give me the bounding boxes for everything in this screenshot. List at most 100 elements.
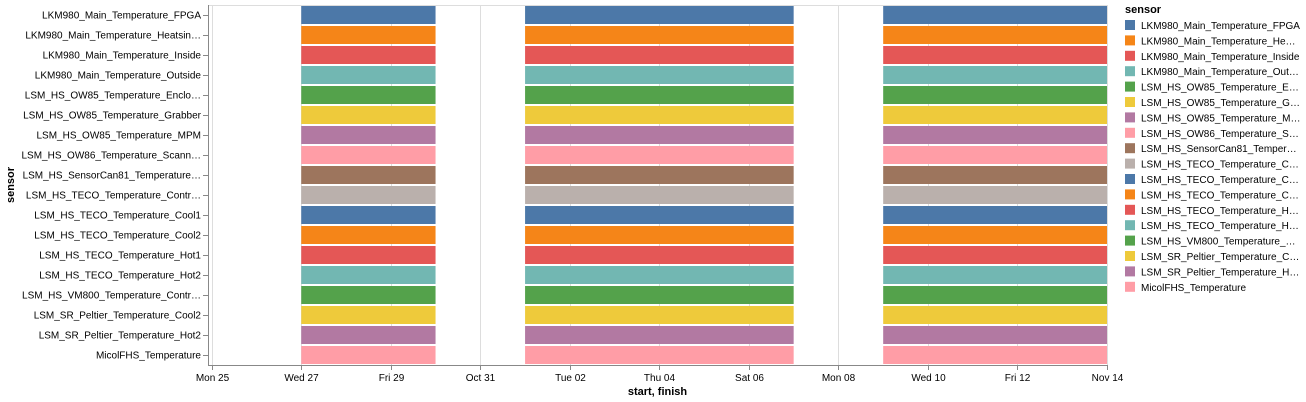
gantt-bar — [883, 206, 1107, 224]
legend-swatch — [1125, 266, 1135, 277]
legend-label: LSM_HS_OW85_Temperature_G… — [1141, 98, 1300, 109]
gantt-bar — [525, 106, 794, 124]
gantt-bar — [525, 206, 794, 224]
y-tick-label: LKM980_Main_Temperature_Outside — [35, 71, 202, 82]
gantt-bar — [525, 126, 794, 144]
gantt-bar — [525, 86, 794, 104]
gantt-bar — [301, 66, 436, 84]
gantt-bar — [525, 286, 794, 304]
y-tick-label: LKM980_Main_Temperature_FPGA — [42, 11, 201, 22]
x-tick-label: Fri 29 — [379, 373, 405, 384]
x-tick-label: Oct 31 — [466, 373, 496, 384]
x-tick-label: Thu 04 — [644, 373, 676, 384]
gantt-bar — [525, 46, 794, 64]
gantt-bar — [525, 306, 794, 324]
legend-label: LSM_HS_OW85_Temperature_E… — [1141, 83, 1299, 94]
gantt-bar — [525, 6, 794, 24]
x-tick-label: Mon 25 — [196, 373, 230, 384]
y-axis-title: sensor — [5, 166, 17, 203]
gantt-bar — [301, 46, 436, 64]
gantt-bar — [883, 46, 1107, 64]
gantt-bar — [883, 86, 1107, 104]
legend-label: LKM980_Main_Temperature_Out… — [1141, 67, 1299, 78]
gantt-bar — [525, 266, 794, 284]
legend: sensor LKM980_Main_Temperature_FPGA LKM98… — [1125, 4, 1301, 294]
gantt-bar — [883, 266, 1107, 284]
y-tick-label: LSM_HS_TECO_Temperature_Hot2 — [39, 271, 201, 282]
gantt-bar — [301, 306, 436, 324]
gantt-bar — [883, 166, 1107, 184]
legend-label: LSM_HS_SensorCan81_Temper… — [1141, 144, 1297, 155]
legend-label: LSM_HS_TECO_Temperature_C… — [1141, 175, 1299, 186]
legend-swatch — [1125, 127, 1135, 138]
y-tick-label: LSM_HS_SensorCan81_Temperature… — [23, 171, 201, 182]
legend-swatch — [1125, 35, 1135, 46]
gantt-bar — [301, 6, 436, 24]
gantt-bar — [301, 186, 436, 204]
gantt-bar — [301, 26, 436, 44]
legend-label: LSM_HS_TECO_Temperature_C… — [1141, 160, 1299, 171]
y-tick-label: LSM_HS_OW85_Temperature_MPM — [36, 131, 201, 142]
y-tick-label: LKM980_Main_Temperature_Heatsin… — [25, 31, 201, 42]
gantt-bar — [883, 286, 1107, 304]
gantt-bar — [883, 326, 1107, 344]
legend-swatch — [1125, 66, 1135, 77]
x-axis-title: start, finish — [628, 386, 688, 398]
legend-label: LSM_HS_TECO_Temperature_H… — [1141, 206, 1299, 217]
gantt-bar — [301, 326, 436, 344]
gantt-bar — [883, 226, 1107, 244]
legend-swatch — [1125, 220, 1135, 231]
gantt-bar — [883, 346, 1107, 364]
y-tick-label: LSM_HS_TECO_Temperature_Contr… — [26, 191, 201, 202]
x-tick-label: Wed 27 — [284, 373, 319, 384]
legend-swatch — [1125, 97, 1135, 107]
y-tick-label: LKM980_Main_Temperature_Inside — [43, 51, 202, 62]
gantt-bar — [883, 6, 1107, 24]
gantt-bar — [883, 66, 1107, 84]
y-tick-label: LSM_HS_OW85_Temperature_Grabber — [23, 111, 202, 122]
y-tick-label: LSM_HS_TECO_Temperature_Cool2 — [34, 231, 201, 242]
gantt-bar — [525, 26, 794, 44]
gantt-bar — [301, 126, 436, 144]
legend-label: LKM980_Main_Temperature_FPGA — [1141, 21, 1300, 32]
y-tick-label: LSM_HS_VM800_Temperature_Contr… — [22, 291, 201, 302]
gantt-bar — [883, 146, 1107, 164]
legend-swatch — [1125, 204, 1135, 215]
legend-swatch — [1125, 281, 1135, 292]
gantt-bar — [301, 266, 436, 284]
gantt-bar — [301, 346, 436, 364]
gantt-bar — [301, 246, 436, 264]
y-tick-label: LSM_HS_OW86_Temperature_Scann… — [21, 151, 201, 162]
gantt-bar — [301, 146, 436, 164]
legend-label: LSM_HS_OW85_Temperature_M… — [1141, 113, 1301, 124]
gantt-bar — [883, 186, 1107, 204]
y-tick-label: LSM_SR_Peltier_Temperature_Cool2 — [34, 311, 202, 322]
gantt-bar — [301, 206, 436, 224]
y-tick-label: LSM_SR_Peltier_Temperature_Hot2 — [39, 331, 202, 342]
y-tick-label: LSM_HS_TECO_Temperature_Hot1 — [39, 251, 201, 262]
gantt-bar — [525, 246, 794, 264]
gantt-bar — [301, 166, 436, 184]
gantt-bar — [301, 106, 436, 124]
x-tick-label: Nov 14 — [1092, 373, 1124, 384]
legend-label: LKM980_Main_Temperature_He… — [1141, 36, 1296, 47]
legend-label: LSM_SR_Peltier_Temperature_C… — [1141, 252, 1299, 263]
gantt-bar — [883, 306, 1107, 324]
legend-label: LSM_SR_Peltier_Temperature_H… — [1141, 267, 1299, 278]
gantt-bar — [883, 106, 1107, 124]
legend-swatch — [1125, 174, 1135, 184]
bars — [301, 6, 1107, 364]
x-tick-label: Wed 10 — [911, 373, 946, 384]
y-tick-label: LSM_HS_TECO_Temperature_Cool1 — [34, 211, 201, 222]
legend-swatch — [1125, 235, 1135, 246]
y-tick-label: LSM_HS_OW85_Temperature_Enclo… — [25, 91, 201, 102]
legend-label: LSM_HS_VM800_Temperature_… — [1141, 237, 1296, 248]
legend-label: LSM_HS_TECO_Temperature_C… — [1141, 190, 1299, 201]
x-tick-label: Mon 08 — [822, 373, 856, 384]
legend-label: MicolFHS_Temperature — [1141, 283, 1246, 294]
legend-swatch — [1125, 81, 1135, 92]
gantt-bar — [883, 126, 1107, 144]
legend-label: LSM_HS_OW86_Temperature_S… — [1141, 129, 1299, 140]
gantt-bar — [301, 286, 436, 304]
